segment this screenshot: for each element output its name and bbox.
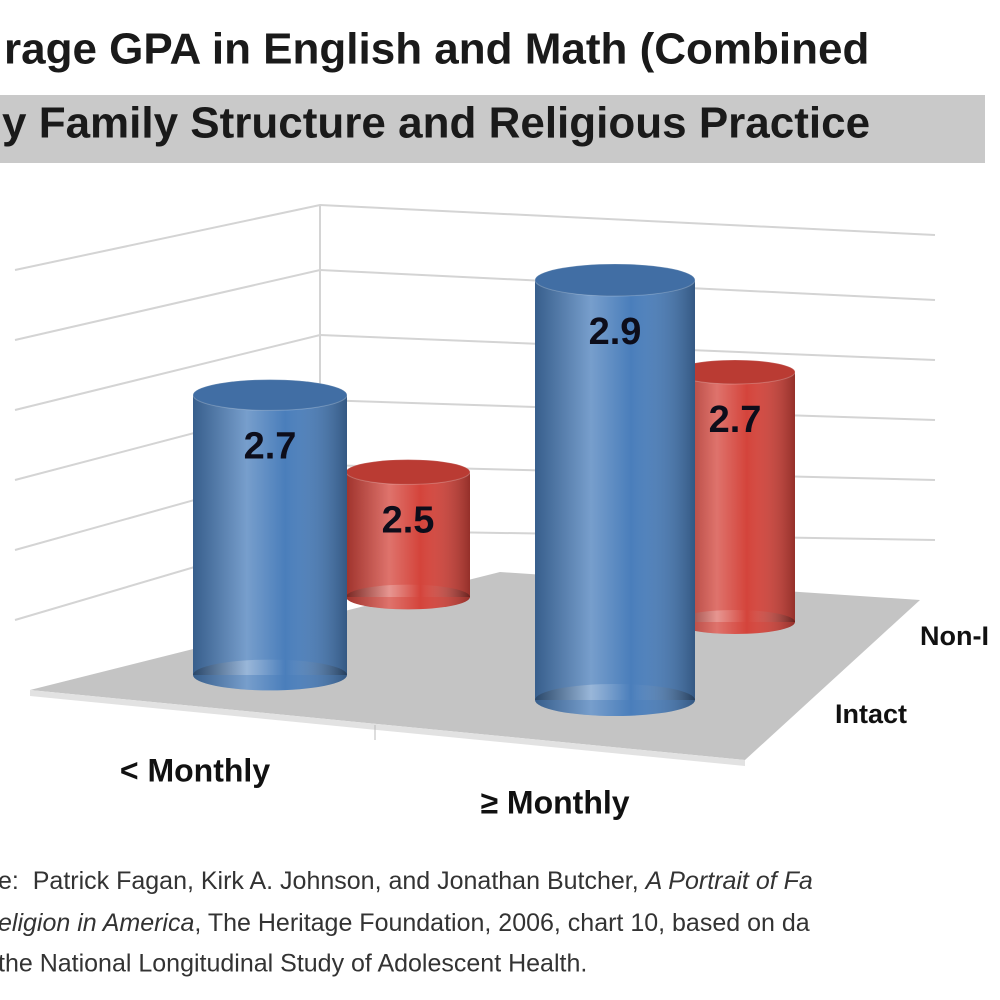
cylinder-top [534,263,696,297]
value-label: 2.7 [709,399,762,441]
cylinder-shade [346,472,470,597]
source-line: eligion in America, The Heritage Foundat… [0,909,810,937]
bars: 2.5 2.7 2.7 2.9 [192,263,796,716]
cylinder-top-shade [675,360,795,384]
cylinder-top-shade [193,379,347,411]
value-label: 2.5 [382,499,435,541]
cylinder-shade [535,280,695,700]
chart-subtitle: y Family Structure and Religious Practic… [2,99,870,148]
subtitle-band [0,95,985,163]
cylinder-top-shade [535,264,695,296]
source-text: eligion in America [0,909,194,937]
source-text: A Portrait of Fa [644,867,813,895]
value-label: 2.7 [244,425,297,467]
value-label: 2.9 [589,311,642,353]
source-line: the National Longitudinal Study of Adole… [0,950,587,978]
series-label: Intact [835,699,907,729]
chart-title: rage GPA in English and Math (Combined [4,25,869,74]
cylinder-shade [193,395,347,675]
category-label: < Monthly [120,752,270,788]
category-label: ≥ Monthly [480,784,629,820]
source-line: e: Patrick Fagan, Kirk A. Johnson, and J… [0,867,813,895]
floor-edge [30,690,745,766]
source-text: , The Heritage Foundation, 2006, chart 1… [194,909,809,937]
cylinder-top [192,379,348,411]
series-label: Non-I [920,621,989,651]
source-text: e: Patrick Fagan, Kirk A. Johnson, and J… [0,867,646,895]
back-wall [14,203,936,621]
cylinder-top-shade [346,459,470,485]
